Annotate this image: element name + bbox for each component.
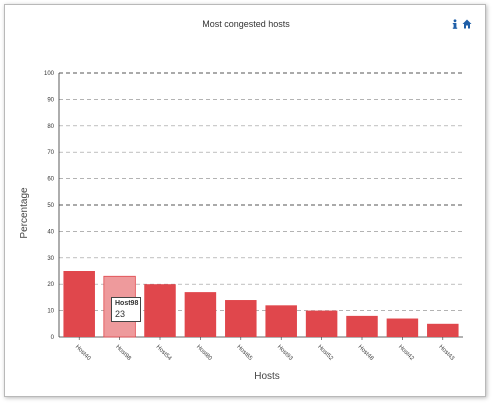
bar-host65	[225, 300, 257, 337]
y-tick-label: 0	[51, 335, 55, 341]
chart-toolbar	[450, 19, 472, 29]
x-tick-label: Host80	[195, 344, 213, 362]
tooltip-host-name: Host98	[115, 300, 139, 307]
y-axis-title: Percentage	[19, 187, 30, 239]
x-tick-label: Host52	[316, 344, 334, 362]
info-icon[interactable]	[450, 19, 460, 29]
bar-host43	[427, 323, 459, 337]
y-tick-label: 20	[47, 282, 54, 288]
x-tick-label: Host40	[74, 344, 92, 362]
bar-host48	[346, 315, 378, 337]
y-tick-label: 100	[44, 71, 55, 77]
y-tick-label: 50	[47, 203, 54, 209]
x-tick-label: Host93	[276, 344, 294, 362]
y-tick-label: 30	[47, 256, 54, 262]
x-tick-label: Host54	[155, 344, 173, 362]
y-tick-label: 40	[47, 229, 54, 235]
bar-chart: 0 10 20 30 40 50 60 70 80 90 100 Host40 Host98 Host54…	[19, 71, 463, 382]
tooltip-value: 23	[115, 309, 126, 319]
x-tick-label: Host48	[357, 344, 375, 362]
bar-tooltip: Host98 23	[111, 297, 141, 322]
bar-host42	[386, 318, 419, 337]
x-tick-label: Host42	[397, 344, 415, 362]
y-tick-label: 10	[47, 309, 54, 315]
bar-host80	[184, 292, 217, 337]
x-tick-label: Host65	[235, 344, 253, 362]
bar-host54	[144, 284, 176, 337]
y-tick-label: 60	[47, 177, 54, 183]
x-axis-title: Hosts	[254, 371, 280, 382]
bar-host40	[63, 271, 95, 337]
home-icon[interactable]	[462, 19, 472, 29]
chart-panel: 0 10 20 30 40 50 60 70 80 90 100 Host40 Host98 Host54…	[4, 4, 486, 397]
y-tick-label: 80	[47, 124, 54, 130]
chart-title: Most congested hosts	[202, 19, 290, 29]
x-tick-label: Host98	[114, 344, 132, 362]
bar-host52	[305, 310, 338, 337]
x-tick-label: Host43	[437, 344, 455, 362]
y-tick-label: 90	[47, 97, 54, 103]
y-tick-label: 70	[47, 150, 54, 156]
bar-host93	[265, 305, 297, 337]
